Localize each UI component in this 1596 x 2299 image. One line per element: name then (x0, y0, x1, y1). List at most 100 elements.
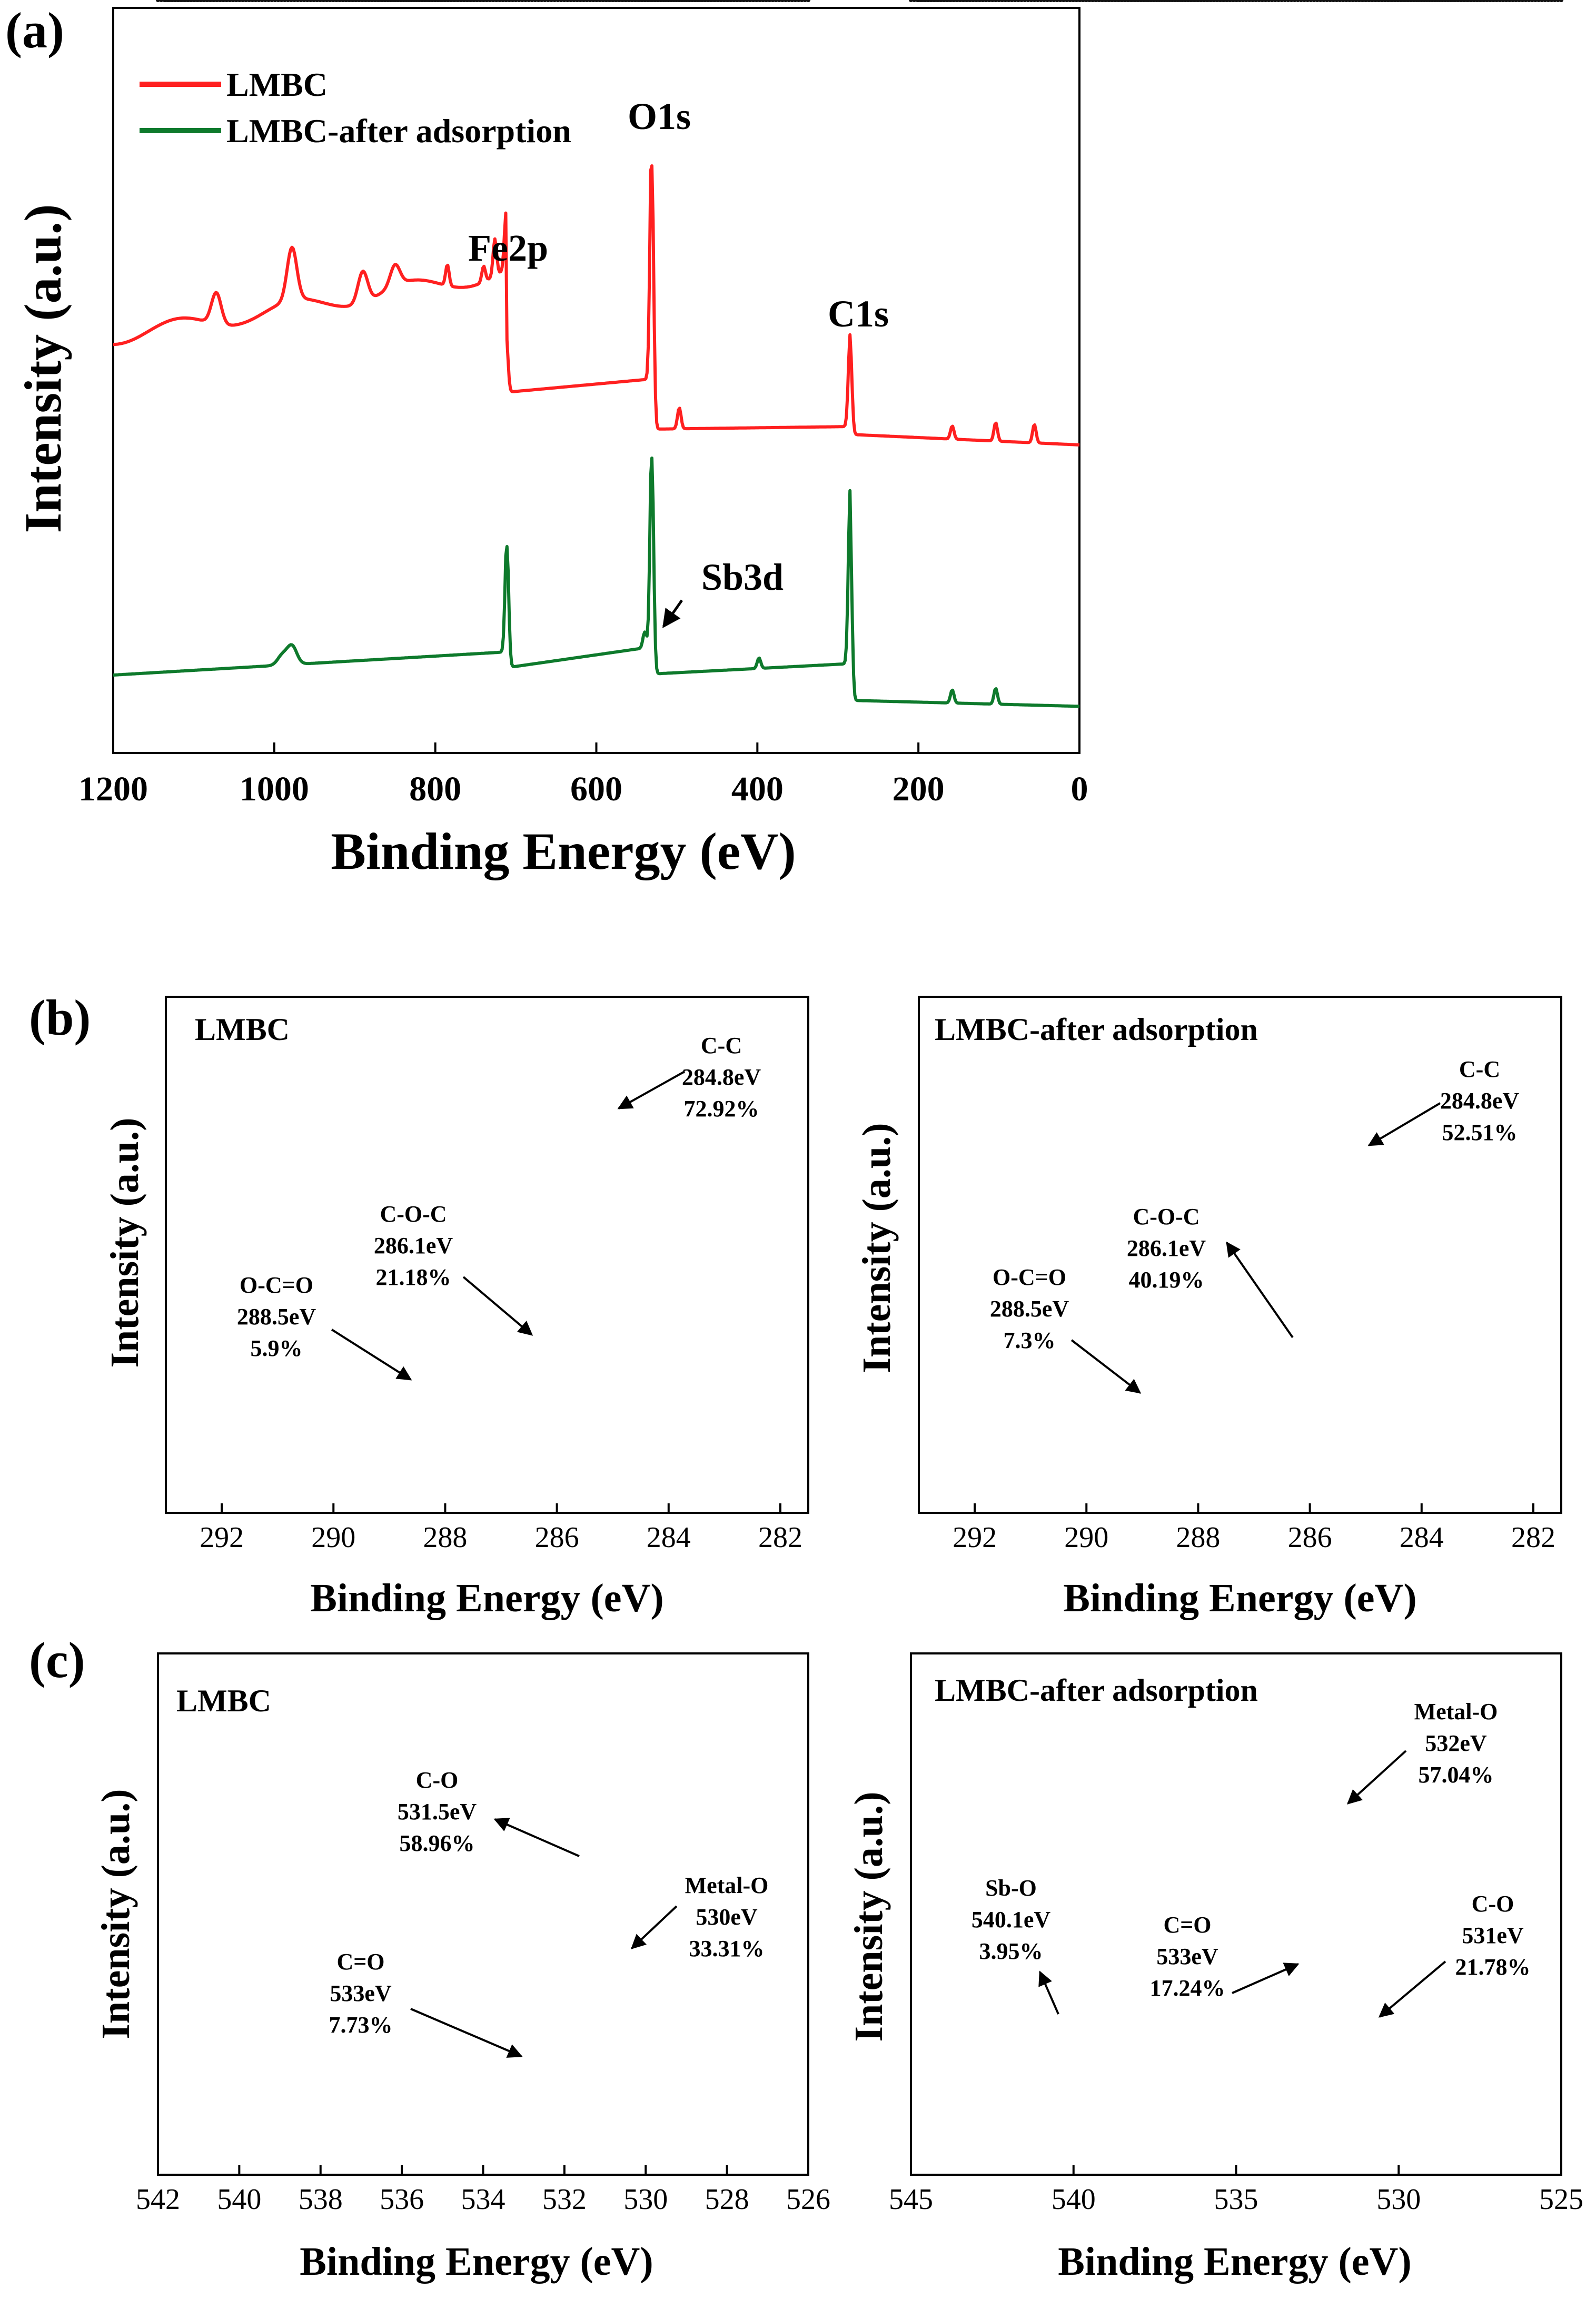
panel-c-right-curves (909, 0, 1563, 2)
raw-data-point (1074, 0, 1079, 2)
raw-data-point (692, 0, 697, 2)
raw-data-point (967, 0, 972, 2)
raw-data-point (1539, 0, 1544, 2)
raw-data-point (523, 0, 528, 2)
panel-b-letter: (b) (29, 989, 91, 1046)
raw-data-point (1374, 0, 1378, 2)
annotation-oco: O-C=O 288.5eV 5.9% (237, 1272, 412, 1381)
raw-data-point (1169, 0, 1173, 2)
raw-data-point (390, 0, 394, 2)
raw-data-point (915, 0, 920, 2)
raw-data-point (1422, 0, 1427, 2)
raw-data-point (754, 0, 759, 2)
raw-data-point (575, 0, 580, 2)
annotation-co-after-energy: 531eV (1462, 1923, 1524, 1948)
raw-data-point (1289, 0, 1294, 2)
annotation-cc: C-C 284.8eV 72.92% (617, 1033, 761, 1122)
raw-data-point (1104, 0, 1108, 2)
raw-data-point (1432, 0, 1437, 2)
annotation-sb-o: Sb-O 540.1eV 3.95% (972, 1875, 1059, 2015)
tick-label: 286 (1288, 1521, 1332, 1554)
panel-c-left-x-ticks: 542 540 538 536 534 532 530 528 526 (136, 2165, 830, 2216)
tick-label: 536 (380, 2183, 424, 2216)
raw-data-point (999, 0, 1004, 2)
raw-data-point (1114, 0, 1118, 2)
panel-a-letter: (a) (5, 2, 64, 58)
peak-label-fe2p: Fe2p (468, 227, 548, 269)
raw-data-point (325, 0, 330, 2)
raw-data-point (764, 0, 768, 2)
raw-data-point (1227, 0, 1232, 2)
raw-data-point (234, 0, 239, 2)
raw-data-point (539, 0, 544, 2)
raw-data-point (182, 0, 186, 2)
raw-data-point (741, 0, 746, 2)
raw-data-point (344, 0, 349, 2)
raw-data-point (1425, 0, 1430, 2)
panel-a-xlabel: Binding Energy (eV) (331, 822, 796, 880)
raw-data-point (468, 0, 472, 2)
raw-data-point (231, 0, 235, 2)
raw-data-point (728, 0, 732, 2)
raw-data-point (1442, 0, 1446, 2)
raw-data-point (491, 0, 495, 2)
raw-data-point (1234, 0, 1238, 2)
peak-label-o1s: O1s (628, 95, 691, 137)
raw-data-point (386, 0, 391, 2)
raw-data-point (1042, 0, 1047, 2)
raw-data-point (383, 0, 388, 2)
panel-c-letter: (c) (29, 1632, 85, 1688)
annotation-sb-o-energy: 540.1eV (972, 1907, 1051, 1933)
panel-a-legend: LMBC LMBC-after adsorption (140, 66, 571, 150)
panel-b-left-title: LMBC (195, 1012, 290, 1047)
raw-data-point (806, 0, 810, 2)
raw-data-point (721, 0, 726, 2)
raw-data-point (1464, 0, 1469, 2)
tick-label: 286 (535, 1521, 579, 1554)
raw-data-point (1110, 0, 1115, 2)
raw-data-point (198, 0, 203, 2)
raw-data-point (400, 0, 404, 2)
raw-data-point (542, 0, 547, 2)
raw-data-point (601, 0, 606, 2)
raw-data-point (980, 0, 985, 2)
raw-data-point (909, 0, 913, 2)
annotation-metal-o-after-name: Metal-O (1414, 1699, 1498, 1725)
raw-data-point (621, 0, 625, 2)
panel-c-right-xlabel: Binding Energy (eV) (1058, 2239, 1411, 2284)
raw-data-point (503, 0, 508, 2)
raw-data-point (1146, 0, 1151, 2)
annotation-cc-after-arrow (1367, 1102, 1441, 1146)
raw-data-point (780, 0, 785, 2)
raw-data-point (357, 0, 362, 2)
annotation-coc-name: C-O-C (380, 1201, 447, 1227)
raw-data-point (984, 0, 988, 2)
raw-data-point (309, 0, 313, 2)
raw-data-point (585, 0, 590, 2)
raw-data-point (168, 0, 173, 2)
raw-data-point (556, 0, 560, 2)
annotation-oco-name: O-C=O (240, 1272, 313, 1298)
raw-data-point (1458, 0, 1463, 2)
raw-data-point (1481, 0, 1485, 2)
annotation-oco-arrow (331, 1329, 412, 1381)
tick-label: 542 (136, 2183, 180, 2216)
annotation-coc-after-energy: 286.1eV (1127, 1235, 1206, 1261)
raw-data-point (256, 0, 261, 2)
raw-data-point (608, 0, 612, 2)
raw-data-point (1406, 0, 1411, 2)
annotation-coc-after-percent: 40.19% (1129, 1267, 1204, 1293)
raw-data-point (1367, 0, 1372, 2)
legend-label-lmbc: LMBC (226, 66, 328, 103)
raw-data-point (699, 0, 703, 2)
raw-data-point (1413, 0, 1417, 2)
raw-data-point (802, 0, 807, 2)
raw-data-point (990, 0, 995, 2)
raw-data-point (315, 0, 320, 2)
raw-data-point (647, 0, 651, 2)
raw-data-point (1549, 0, 1554, 2)
raw-data-point (494, 0, 499, 2)
raw-data-point (1536, 0, 1541, 2)
peak-label-sb3d: Sb3d (701, 556, 784, 598)
tick-label: 292 (953, 1521, 997, 1554)
